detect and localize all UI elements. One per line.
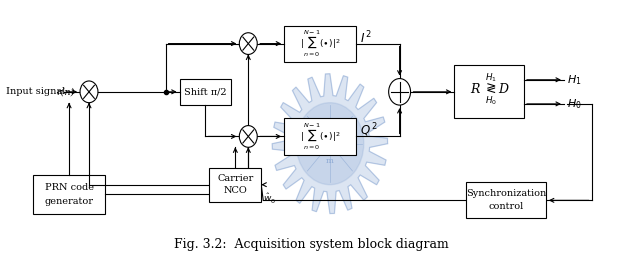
Circle shape <box>239 126 257 147</box>
Bar <box>209 168 261 201</box>
Text: Synchronization: Synchronization <box>466 189 546 198</box>
Text: NCO: NCO <box>224 186 247 195</box>
Text: r(n): r(n) <box>56 87 75 96</box>
Text: $H_1$: $H_1$ <box>567 73 581 87</box>
Text: 1896: 1896 <box>316 144 343 153</box>
Bar <box>33 175 105 214</box>
Text: control: control <box>488 202 524 211</box>
Text: Fig. 3.2:  Acquisition system block diagram: Fig. 3.2: Acquisition system block diagr… <box>174 239 449 251</box>
Text: $Q^{\,2}$: $Q^{\,2}$ <box>360 122 378 139</box>
Text: $|\sum_{n=0}^{N-1}(\bullet)|^2$: $|\sum_{n=0}^{N-1}(\bullet)|^2$ <box>300 28 340 59</box>
Text: Carrier: Carrier <box>217 174 254 183</box>
Circle shape <box>239 33 257 55</box>
Text: $\hat{w}_0$: $\hat{w}_0$ <box>263 192 276 206</box>
Text: E: E <box>318 131 326 142</box>
Text: $|\sum_{n=0}^{N-1}(\bullet)|^2$: $|\sum_{n=0}^{N-1}(\bullet)|^2$ <box>300 121 340 152</box>
Bar <box>466 182 546 218</box>
Text: A: A <box>333 131 342 142</box>
Circle shape <box>296 103 364 185</box>
Circle shape <box>80 81 98 103</box>
Polygon shape <box>272 74 388 214</box>
Text: $H_0$: $H_0$ <box>567 97 582 111</box>
Text: $\underset{H_0}{\overset{H_1}{\gtrless}}$: $\underset{H_0}{\overset{H_1}{\gtrless}}… <box>483 71 497 108</box>
Text: S: S <box>326 131 334 142</box>
Text: $I^{\,2}$: $I^{\,2}$ <box>360 29 372 46</box>
Text: PRN code: PRN code <box>45 183 93 192</box>
Text: Shift π/2: Shift π/2 <box>184 87 227 96</box>
Text: m: m <box>326 157 334 165</box>
Text: generator: generator <box>45 197 93 206</box>
Text: D: D <box>498 83 508 96</box>
Bar <box>454 65 524 118</box>
Bar <box>179 79 231 105</box>
Text: Input signal: Input signal <box>6 87 65 96</box>
Bar <box>284 26 356 62</box>
Text: R: R <box>470 83 480 96</box>
Circle shape <box>389 79 411 105</box>
Bar <box>284 118 356 155</box>
